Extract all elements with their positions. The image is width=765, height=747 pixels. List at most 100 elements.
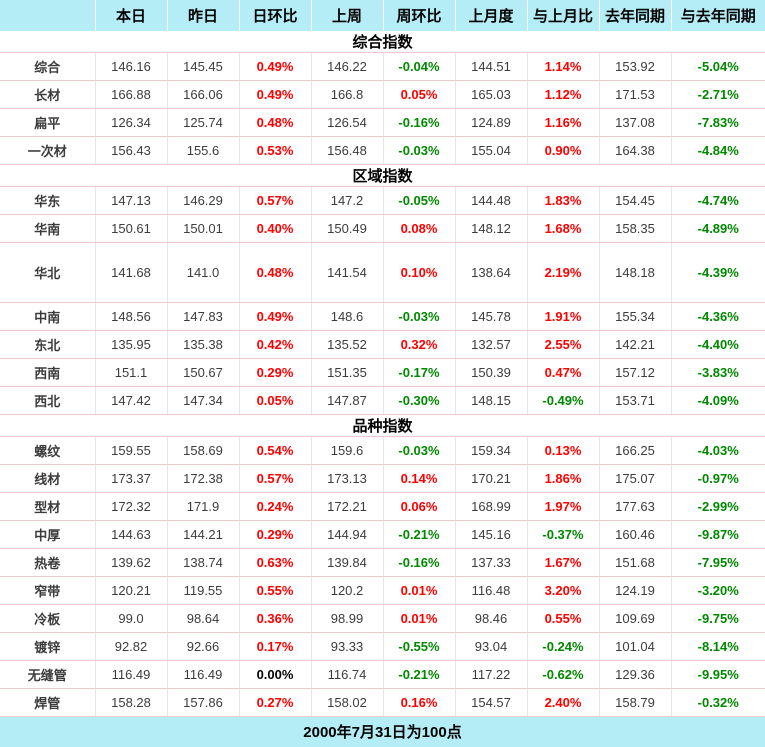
value-cell: 92.82: [94, 632, 167, 661]
pct-cell: -8.14%: [670, 632, 765, 661]
row-label: 热卷: [0, 548, 95, 577]
pct-cell: 0.48%: [238, 108, 311, 137]
pct-cell: 0.01%: [382, 576, 455, 605]
value-cell: 146.16: [94, 52, 167, 81]
column-header-2: 昨日: [166, 0, 239, 31]
column-header-1: 本日: [94, 0, 167, 31]
pct-cell: 0.24%: [238, 492, 311, 521]
column-header-0: [0, 0, 95, 31]
pct-cell: 0.27%: [238, 688, 311, 717]
column-header-5: 周环比: [382, 0, 455, 31]
value-cell: 139.84: [310, 548, 383, 577]
value-cell: 165.03: [454, 80, 527, 109]
value-cell: 141.68: [94, 242, 167, 303]
pct-cell: 0.10%: [382, 242, 455, 303]
pct-cell: 1.16%: [526, 108, 599, 137]
value-cell: 142.21: [598, 330, 671, 359]
table-row: 一次材 156.43 155.6 0.53% 156.48 -0.03% 155.04 0.9…: [0, 136, 765, 165]
value-cell: 145.78: [454, 302, 527, 331]
pct-cell: -9.87%: [670, 520, 765, 549]
value-cell: 148.56: [94, 302, 167, 331]
pct-cell: -4.40%: [670, 330, 765, 359]
pct-cell: 1.14%: [526, 52, 599, 81]
pct-cell: -9.95%: [670, 660, 765, 689]
value-cell: 159.34: [454, 436, 527, 465]
value-cell: 147.83: [166, 302, 239, 331]
value-cell: 171.53: [598, 80, 671, 109]
pct-cell: -0.03%: [382, 436, 455, 465]
pct-cell: 0.36%: [238, 604, 311, 633]
section-title: 区域指数: [0, 164, 765, 187]
value-cell: 150.61: [94, 214, 167, 243]
table-row: 西北 147.42 147.34 0.05% 147.87 -0.30% 148.15 -0.…: [0, 386, 765, 415]
value-cell: 144.48: [454, 186, 527, 215]
row-label: 焊管: [0, 688, 95, 717]
value-cell: 158.28: [94, 688, 167, 717]
value-cell: 172.21: [310, 492, 383, 521]
value-cell: 124.89: [454, 108, 527, 137]
pct-cell: 0.55%: [526, 604, 599, 633]
value-cell: 158.69: [166, 436, 239, 465]
pct-cell: -5.04%: [670, 52, 765, 81]
value-cell: 126.54: [310, 108, 383, 137]
pct-cell: 0.54%: [238, 436, 311, 465]
pct-cell: -0.21%: [382, 520, 455, 549]
value-cell: 147.34: [166, 386, 239, 415]
section-title: 品种指数: [0, 414, 765, 437]
table-row: 无缝管 116.49 116.49 0.00% 116.74 -0.21% 117.22 -0…: [0, 660, 765, 689]
pct-cell: 0.57%: [238, 186, 311, 215]
pct-cell: -4.03%: [670, 436, 765, 465]
value-cell: 159.55: [94, 436, 167, 465]
table-row: 华东 147.13 146.29 0.57% 147.2 -0.05% 144.48 1.83…: [0, 186, 765, 215]
value-cell: 151.1: [94, 358, 167, 387]
value-cell: 175.07: [598, 464, 671, 493]
value-cell: 129.36: [598, 660, 671, 689]
value-cell: 93.33: [310, 632, 383, 661]
value-cell: 166.88: [94, 80, 167, 109]
footnote-row: 2000年7月31日为100点: [0, 716, 765, 747]
value-cell: 166.25: [598, 436, 671, 465]
value-cell: 170.21: [454, 464, 527, 493]
pct-cell: 0.55%: [238, 576, 311, 605]
row-label: 中厚: [0, 520, 95, 549]
value-cell: 99.0: [94, 604, 167, 633]
pct-cell: 0.49%: [238, 80, 311, 109]
pct-cell: 0.49%: [238, 52, 311, 81]
value-cell: 164.38: [598, 136, 671, 165]
value-cell: 144.63: [94, 520, 167, 549]
row-label: 长材: [0, 80, 95, 109]
table-row: 热卷 139.62 138.74 0.63% 139.84 -0.16% 137.33 1.6…: [0, 548, 765, 577]
value-cell: 145.16: [454, 520, 527, 549]
value-cell: 154.45: [598, 186, 671, 215]
header-row: 本日 昨日 日环比 上周 周环比 上月度 与上月比 去年同期 与去年同期: [0, 0, 765, 31]
pct-cell: 0.05%: [382, 80, 455, 109]
pct-cell: 0.06%: [382, 492, 455, 521]
value-cell: 150.01: [166, 214, 239, 243]
pct-cell: -0.30%: [382, 386, 455, 415]
value-cell: 146.22: [310, 52, 383, 81]
row-label: 华北: [0, 242, 95, 303]
pct-cell: -2.71%: [670, 80, 765, 109]
table-row: 扁平 126.34 125.74 0.48% 126.54 -0.16% 124.89 1.1…: [0, 108, 765, 137]
value-cell: 93.04: [454, 632, 527, 661]
section-header-row: 区域指数: [0, 164, 765, 187]
pct-cell: -4.74%: [670, 186, 765, 215]
table-row: 螺纹 159.55 158.69 0.54% 159.6 -0.03% 159.34 0.13…: [0, 436, 765, 465]
pct-cell: 1.83%: [526, 186, 599, 215]
pct-cell: 0.16%: [382, 688, 455, 717]
pct-cell: 0.01%: [382, 604, 455, 633]
value-cell: 158.79: [598, 688, 671, 717]
value-cell: 126.34: [94, 108, 167, 137]
row-label: 中南: [0, 302, 95, 331]
pct-cell: 0.00%: [238, 660, 311, 689]
table-row: 冷板 99.0 98.64 0.36% 98.99 0.01% 98.46 0.55% 109.…: [0, 604, 765, 633]
column-header-9: 与去年同期: [670, 0, 765, 31]
pct-cell: -0.62%: [526, 660, 599, 689]
value-cell: 157.12: [598, 358, 671, 387]
pct-cell: -0.32%: [670, 688, 765, 717]
pct-cell: 0.63%: [238, 548, 311, 577]
pct-cell: -4.09%: [670, 386, 765, 415]
value-cell: 160.46: [598, 520, 671, 549]
